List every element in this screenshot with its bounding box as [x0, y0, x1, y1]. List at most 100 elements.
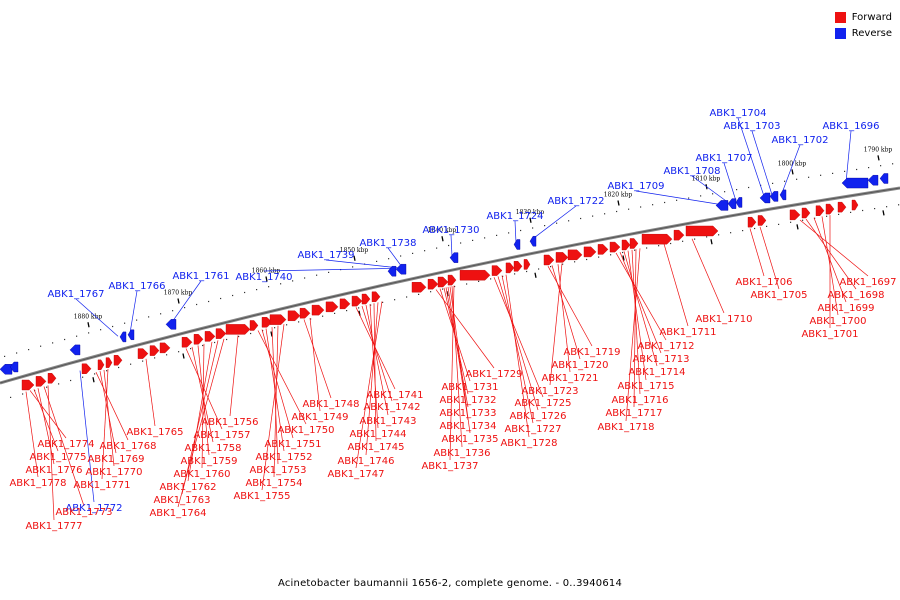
forward-gene-arrow	[35, 376, 47, 387]
guide-dot	[418, 293, 420, 295]
guide-dot	[208, 300, 210, 303]
forward-gene-arrow	[801, 207, 811, 219]
tick-label: 1800 kbp	[778, 160, 807, 167]
gene-label: ABK1_1733	[439, 408, 496, 419]
reverse-gene-arrow	[449, 252, 459, 263]
guide-dot	[856, 168, 858, 171]
gene-label: ABK1_1749	[291, 412, 348, 423]
guide-dot	[22, 393, 24, 395]
gene-label: ABK1_1709	[607, 181, 664, 192]
guide-dot	[118, 366, 120, 369]
leader-line	[101, 368, 109, 480]
leader-line	[551, 265, 581, 360]
guide-dot	[664, 201, 666, 204]
forward-gene-arrow	[685, 225, 719, 237]
guide-dot	[880, 165, 882, 167]
guide-dot	[658, 245, 660, 247]
leader-line	[447, 286, 469, 421]
tick-mark	[710, 239, 713, 245]
guide-dot	[226, 338, 228, 341]
gene-label: ABK1_1753	[249, 465, 306, 476]
guide-dot	[466, 283, 468, 285]
leader-line	[271, 327, 279, 465]
forward-gene-arrow	[609, 241, 621, 253]
tick-mark	[177, 298, 180, 304]
leader-line	[171, 280, 202, 323]
leader-line	[79, 370, 95, 503]
forward-gene-arrow	[597, 244, 609, 255]
guide-dot	[610, 254, 612, 256]
reverse-gene-arrow	[165, 319, 177, 330]
gene-label: ABK1_1745	[347, 442, 404, 453]
guide-dot	[646, 247, 648, 249]
forward-gene-arrow	[437, 276, 449, 288]
forward-gene-arrow	[523, 259, 531, 270]
guide-dot	[82, 376, 84, 378]
leader-line	[257, 330, 307, 425]
tick-mark	[92, 377, 95, 383]
gene-label: ABK1_1758	[184, 443, 241, 454]
guide-dot	[778, 223, 780, 225]
guide-dot	[682, 240, 684, 242]
gene-label: ABK1_1704	[709, 108, 766, 119]
guide-dot	[622, 251, 624, 254]
guide-dot	[580, 217, 582, 220]
forward-gene-arrow	[225, 324, 251, 335]
leader-line	[373, 303, 377, 442]
gene-label: ABK1_1703	[723, 121, 780, 132]
guide-dot	[886, 206, 888, 208]
guide-dot	[238, 335, 240, 338]
guide-dot	[766, 225, 768, 227]
leader-line	[531, 205, 577, 240]
forward-gene-arrow	[789, 209, 801, 221]
gene-label: ABK1_1722	[547, 196, 604, 207]
gene-label: ABK1_1767	[47, 289, 104, 300]
forward-gene-arrow	[21, 379, 35, 391]
guide-dot	[604, 213, 606, 215]
guide-dot	[628, 208, 630, 210]
guide-dot	[586, 258, 588, 261]
leader-line	[845, 130, 852, 183]
guide-dot	[148, 316, 150, 318]
leader-line	[627, 250, 647, 381]
gene-label: ABK1_1711	[659, 327, 716, 338]
gene-label: ABK1_1708	[663, 166, 720, 177]
tick-mark	[617, 200, 620, 206]
leader-line	[25, 391, 39, 478]
guide-dot	[424, 250, 426, 252]
leader-line	[37, 388, 55, 465]
leader-line	[99, 371, 117, 454]
forward-gene-arrow	[411, 282, 427, 293]
guide-dot	[232, 294, 234, 297]
tick-label: 1870 kbp	[164, 290, 193, 297]
guide-dot	[502, 275, 504, 277]
gene-label: ABK1_1712	[637, 341, 694, 352]
tick-mark	[353, 255, 356, 261]
reverse-gene-arrow	[727, 198, 737, 209]
tick-mark	[182, 353, 185, 359]
guide-dot	[394, 299, 396, 301]
forward-gene-arrow	[215, 328, 227, 339]
guide-dot	[490, 278, 492, 280]
gene-label: ABK1_1734	[439, 421, 496, 432]
leader-line	[631, 249, 641, 395]
gene-label: ABK1_1705	[750, 290, 807, 301]
guide-dot	[592, 215, 594, 217]
leader-line	[47, 385, 55, 521]
leader-line	[635, 190, 719, 205]
reverse-gene-arrow	[715, 200, 729, 211]
tick-mark	[882, 210, 885, 216]
guide-dot	[160, 313, 162, 315]
gene-label: ABK1_1760	[173, 469, 230, 480]
leader-line	[365, 302, 379, 456]
guide-dot	[676, 199, 678, 201]
leader-line	[781, 144, 801, 194]
gene-label: ABK1_1696	[822, 121, 879, 132]
guide-dot	[352, 266, 354, 268]
leader-line	[361, 305, 393, 402]
reverse-gene-arrow	[0, 364, 13, 375]
gene-label: ABK1_1738	[359, 238, 416, 249]
guide-dot	[514, 273, 516, 275]
leader-line	[759, 226, 780, 290]
